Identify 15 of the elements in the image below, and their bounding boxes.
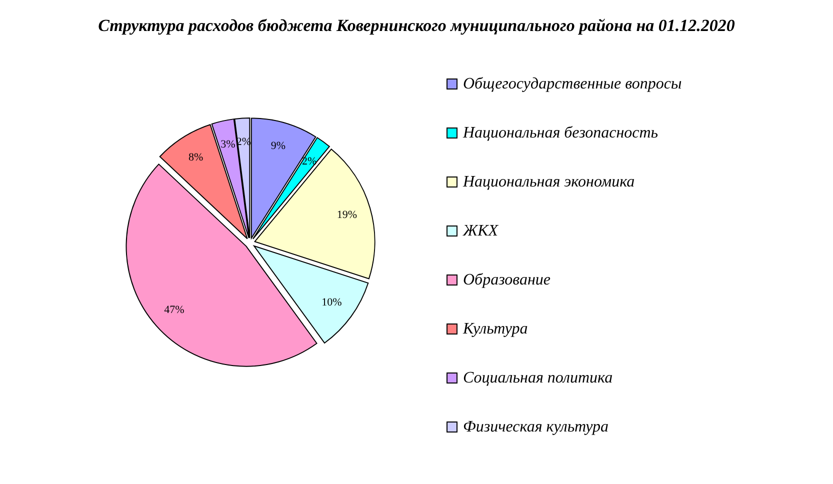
legend-label: Национальная безопасность: [462, 124, 658, 142]
data-label: 47%: [164, 304, 184, 316]
data-label: 8%: [188, 152, 204, 164]
legend-label: Национальная экономика: [462, 174, 635, 190]
data-label: 9%: [270, 140, 286, 152]
data-label: 10%: [322, 296, 342, 308]
data-label: 19%: [336, 208, 358, 221]
legend-label: Физическая культура: [463, 418, 609, 436]
legend-label: Образование: [463, 272, 551, 288]
legend-label: ЖКХ: [462, 222, 500, 240]
data-label: 3%: [220, 138, 236, 150]
chart-title: Структура расходов бюджета Ковернинского муниципального района на 01.12.2020: [98, 16, 736, 35]
legend-label: Социальная политика: [463, 370, 613, 386]
legend-label: Культура: [462, 320, 528, 338]
legend-label: Общегосударственные вопросы: [463, 76, 682, 92]
